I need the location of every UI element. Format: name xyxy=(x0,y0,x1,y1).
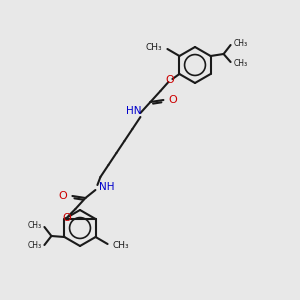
Text: CH₃: CH₃ xyxy=(27,242,41,250)
Text: NH: NH xyxy=(99,182,115,192)
Text: CH₃: CH₃ xyxy=(234,40,248,49)
Text: HN: HN xyxy=(126,106,141,116)
Text: CH₃: CH₃ xyxy=(112,241,129,250)
Text: O: O xyxy=(62,213,71,223)
Text: O: O xyxy=(165,75,174,85)
Text: O: O xyxy=(59,191,68,201)
Text: CH₃: CH₃ xyxy=(146,44,162,52)
Text: CH₃: CH₃ xyxy=(234,58,248,68)
Text: CH₃: CH₃ xyxy=(27,221,41,230)
Text: O: O xyxy=(168,95,177,105)
